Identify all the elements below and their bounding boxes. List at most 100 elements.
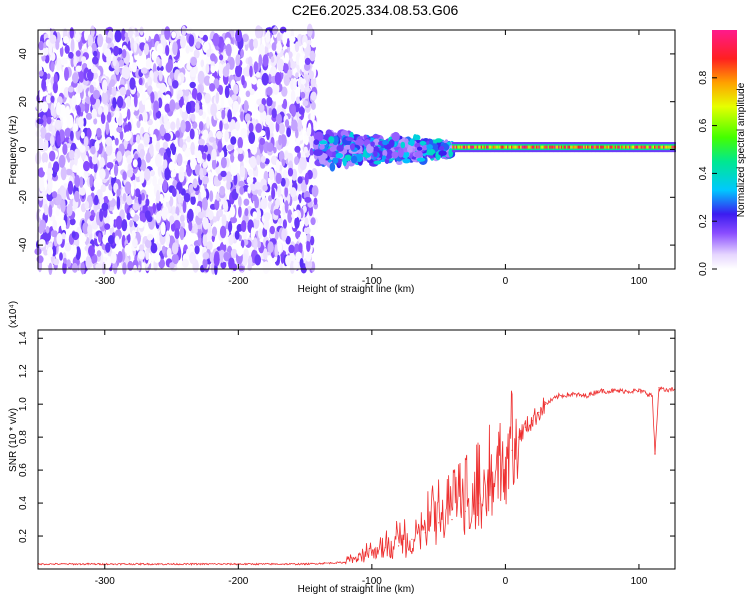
heatmap-cell <box>482 145 485 149</box>
heatmap-cell <box>244 149 249 163</box>
heatmap-cell <box>116 126 123 133</box>
heatmap-cell <box>581 145 585 149</box>
heatmap-cell <box>217 140 223 153</box>
snr-y-tick-label: 1.4 <box>18 331 29 345</box>
heatmap-cell <box>665 145 669 149</box>
heatmap-cell <box>231 94 238 101</box>
heatmap-cell <box>211 158 217 170</box>
heatmap-cell <box>129 219 134 228</box>
heatmap-cell <box>209 252 215 263</box>
heatmap-cell <box>68 51 74 59</box>
heatmap-cell <box>634 145 637 149</box>
heatmap-cell <box>656 145 659 149</box>
heatmap-cell <box>92 56 99 65</box>
heatmap-cell <box>63 36 69 44</box>
heatmap-cell <box>183 192 191 203</box>
heatmap-cell <box>605 145 608 149</box>
heatmap-cell <box>261 191 266 200</box>
heatmap-cell <box>564 145 568 149</box>
snr-point <box>558 395 560 397</box>
heatmap-cell <box>152 202 157 214</box>
heatmap-cell <box>42 162 48 173</box>
heatmap-cell <box>313 139 320 145</box>
heatmap-cell <box>165 62 173 73</box>
heatmap-cell <box>46 242 54 250</box>
heatmap-cell <box>99 208 104 222</box>
heatmap-cell <box>554 145 557 149</box>
heatmap-cell <box>241 253 248 266</box>
heatmap-cell <box>84 201 90 210</box>
heatmap-cell <box>82 117 87 127</box>
heatmap-cell <box>260 155 266 163</box>
heatmap-cell <box>164 94 171 102</box>
heatmap-cell <box>247 56 253 66</box>
heatmap-cell <box>643 145 646 149</box>
spectrogram-y-tick-label: -20 <box>18 190 29 205</box>
heatmap-cell <box>182 199 187 213</box>
heatmap-cell <box>64 44 70 54</box>
heatmap-cell <box>247 169 254 177</box>
heatmap-cell <box>133 40 137 53</box>
heatmap-cell <box>119 130 124 141</box>
heatmap-cell <box>126 212 131 221</box>
heatmap-cell <box>97 106 103 115</box>
heatmap-cell <box>299 258 304 269</box>
heatmap-cell <box>529 145 532 149</box>
heatmap-cell <box>201 175 209 185</box>
heatmap-cell <box>90 145 96 155</box>
heatmap-cell <box>114 110 120 119</box>
heatmap-cell <box>633 145 636 149</box>
heatmap-cell <box>584 145 587 149</box>
spectrogram-x-tick-label: 0 <box>503 276 509 287</box>
heatmap-cell <box>191 113 196 122</box>
snr-point <box>544 403 547 405</box>
heatmap-cell <box>500 145 503 149</box>
heatmap-cell <box>249 38 255 51</box>
heatmap-cell <box>184 120 191 133</box>
heatmap-cell <box>238 206 242 218</box>
heatmap-cell <box>37 225 44 235</box>
heatmap-cell <box>157 178 163 186</box>
heatmap-cell <box>114 137 119 146</box>
heatmap-cell <box>282 219 287 229</box>
heatmap-cell <box>404 138 409 148</box>
heatmap-cell <box>626 145 629 149</box>
heatmap-cell <box>171 242 179 255</box>
heatmap-cell <box>238 147 243 154</box>
heatmap-cell <box>499 145 502 149</box>
heatmap-cell <box>137 251 145 260</box>
heatmap-cell <box>71 231 76 238</box>
heatmap-cell <box>416 146 423 151</box>
heatmap-cell <box>139 170 145 184</box>
heatmap-cell <box>159 82 167 93</box>
heatmap-cell <box>672 145 675 149</box>
heatmap-cell <box>194 128 199 138</box>
heatmap-cell <box>62 261 67 274</box>
heatmap-cell <box>478 145 481 149</box>
heatmap-cell <box>299 231 307 245</box>
heatmap-cell <box>532 145 535 149</box>
heatmap-cell <box>247 263 252 271</box>
heatmap-cell <box>109 123 114 137</box>
heatmap-cell <box>526 145 530 149</box>
heatmap-cell <box>223 251 230 262</box>
heatmap-cell <box>635 145 638 149</box>
heatmap-cell <box>219 225 227 239</box>
heatmap-cell <box>96 250 102 257</box>
heatmap-cell <box>170 222 176 232</box>
heatmap-cell <box>42 48 49 56</box>
heatmap-cell <box>310 217 316 226</box>
heatmap-cell <box>280 252 285 264</box>
heatmap-cell <box>200 59 205 68</box>
heatmap-cell <box>138 77 143 86</box>
heatmap-cell <box>230 129 239 139</box>
heatmap-cell <box>382 139 389 146</box>
heatmap-cell <box>80 261 86 275</box>
heatmap-cell <box>396 160 403 165</box>
heatmap-cell <box>244 113 251 123</box>
heatmap-cell <box>313 197 318 206</box>
heatmap-cell <box>281 158 286 167</box>
heatmap-cell <box>74 190 80 203</box>
heatmap-cell <box>541 145 544 149</box>
spectrogram-y-ticks: -40 -20 0 20 40 <box>18 48 675 252</box>
